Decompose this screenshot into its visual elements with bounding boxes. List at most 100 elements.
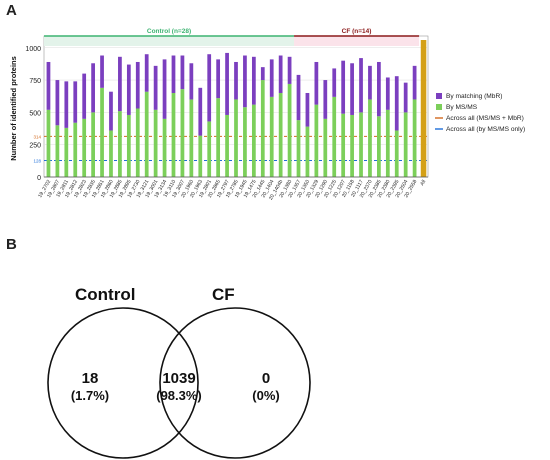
bar-mbr <box>251 56 256 105</box>
bar-msms <box>260 80 265 177</box>
bar-mbr <box>394 76 399 131</box>
panel-a-label: A <box>6 2 17 19</box>
bar-mbr <box>55 80 60 126</box>
bar-msms <box>243 107 247 177</box>
bar-msms <box>198 135 203 177</box>
bar-mbr <box>350 63 354 115</box>
bar-msms <box>412 99 417 177</box>
bar-msms <box>394 130 399 177</box>
legend-label: By matching (MbR) <box>446 93 502 100</box>
bar-mbr <box>287 56 292 84</box>
ref-tick-label: 314 <box>33 134 41 139</box>
bar-mbr <box>162 59 167 119</box>
bar-mbr <box>135 61 140 109</box>
ref-tick-label: 128 <box>33 158 41 163</box>
bar-msms <box>377 116 381 177</box>
bar-msms <box>251 104 256 177</box>
bar-mbr <box>73 81 78 123</box>
bar-mbr <box>207 54 212 122</box>
bar-mbr <box>216 59 221 99</box>
bar-msms <box>332 96 337 177</box>
bar-msms <box>207 121 212 177</box>
bar-mbr <box>368 65 372 100</box>
protein-bar-chart: 0 250 500 750 1000 Number of identified prote… <box>0 20 550 220</box>
bar-msms <box>359 112 363 177</box>
bar-mbr <box>385 77 390 110</box>
bar-mbr <box>234 61 238 100</box>
bar-mbr <box>341 60 346 114</box>
bar-mbr <box>198 87 203 136</box>
bar-msms <box>118 111 122 177</box>
bar-mbr <box>82 73 87 119</box>
bar-msms <box>144 91 149 177</box>
legend-label: Across all (MS/MS + MbR) <box>446 115 524 122</box>
group-label: Control (n=28) <box>147 28 191 35</box>
group-band <box>44 36 295 46</box>
bar-msms <box>269 96 274 177</box>
legend-label: Across all (by MS/MS only) <box>446 126 525 133</box>
bar-msms <box>296 120 301 177</box>
bar-msms <box>420 40 427 177</box>
bar-mbr <box>64 81 69 128</box>
bar-msms <box>216 98 221 177</box>
bar-msms <box>323 118 328 177</box>
bar-mbr <box>332 68 337 97</box>
bar-mbr <box>314 61 319 105</box>
bar-msms <box>100 87 104 177</box>
bar-msms <box>341 113 346 177</box>
venn-control-only-count: 18 <box>81 370 99 387</box>
bar-mbr <box>46 61 51 110</box>
y-tick-label: 1000 <box>25 46 41 53</box>
venn-cf-only-count: 0 <box>261 370 271 387</box>
bar-msms <box>305 126 310 177</box>
y-tick-label: 750 <box>29 78 41 85</box>
bar-mbr <box>243 55 247 108</box>
y-tick-label: 500 <box>29 110 41 117</box>
bar-msms <box>46 109 51 177</box>
bar-msms <box>82 118 87 177</box>
bar-msms <box>403 112 408 177</box>
x-tick-label: All <box>419 179 427 187</box>
y-tick-label: 0 <box>37 175 41 182</box>
group-label: CF (n=14) <box>342 28 372 35</box>
bar-mbr <box>296 74 301 121</box>
bar-mbr <box>278 55 283 93</box>
venn-shared-count: 1039 <box>162 370 196 387</box>
bar-msms <box>350 114 354 177</box>
bar-msms <box>278 92 283 177</box>
bar-msms <box>55 125 60 177</box>
legend-label: By MS/MS <box>446 104 478 111</box>
bar-msms <box>135 108 140 177</box>
group-band <box>294 36 420 46</box>
bar-msms <box>126 114 131 177</box>
bar-msms <box>153 109 158 177</box>
bar-mbr <box>91 63 95 113</box>
bar-msms <box>234 99 238 177</box>
legend-swatch <box>436 93 442 99</box>
bar-chart-svg: 0 250 500 750 1000 Number of identified prote… <box>9 28 525 201</box>
bar-msms <box>162 118 167 177</box>
bar-msms <box>225 114 229 177</box>
bar-mbr <box>189 63 194 100</box>
bar-msms <box>180 89 185 177</box>
bar-msms <box>64 127 69 177</box>
venn-cf-only-pct: (0%) <box>252 388 280 403</box>
venn-control-label: Control <box>75 285 136 304</box>
bar-mbr <box>180 55 185 90</box>
bar-mbr <box>144 54 149 92</box>
bar-msms <box>314 104 319 177</box>
bar-msms <box>385 109 390 177</box>
bar-mbr <box>126 64 131 115</box>
bar-mbr <box>377 61 381 117</box>
venn-cf-label: CF <box>212 285 235 304</box>
bar-mbr <box>359 58 363 113</box>
bar-msms <box>189 99 194 177</box>
y-tick-label: 250 <box>29 143 41 150</box>
bar-msms <box>368 99 372 177</box>
bar-mbr <box>153 65 158 110</box>
bar-mbr <box>269 59 274 97</box>
bar-msms <box>109 130 113 177</box>
y-axis-title: Number of identified proteins <box>9 56 18 161</box>
venn-control-only-pct: (1.7%) <box>70 388 110 403</box>
panel-b-label: B <box>6 236 17 253</box>
